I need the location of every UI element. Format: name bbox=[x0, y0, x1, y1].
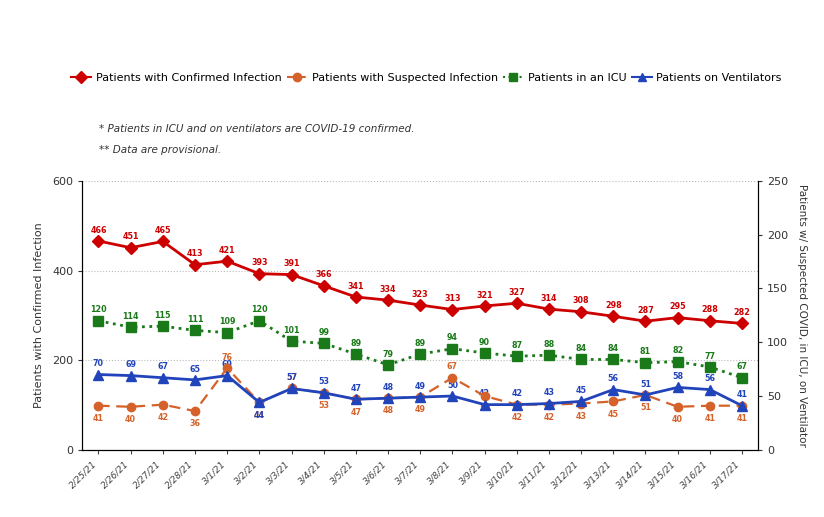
Text: 421: 421 bbox=[219, 246, 236, 255]
Text: 413: 413 bbox=[187, 249, 204, 258]
Text: 314: 314 bbox=[541, 294, 557, 303]
Text: 69: 69 bbox=[125, 360, 136, 369]
Text: 41: 41 bbox=[737, 390, 747, 399]
Text: COVID-19 Hospitalizations Reported by MS Hospitals, 2/25/21–3/17/21 *,**: COVID-19 Hospitalizations Reported by MS… bbox=[18, 28, 653, 44]
Text: 45: 45 bbox=[608, 409, 619, 419]
Text: 51: 51 bbox=[640, 403, 651, 412]
Text: 391: 391 bbox=[283, 259, 300, 268]
Text: 94: 94 bbox=[447, 333, 458, 342]
Text: 82: 82 bbox=[672, 346, 683, 355]
Text: 89: 89 bbox=[350, 339, 362, 348]
Text: 47: 47 bbox=[350, 384, 362, 393]
Text: 51: 51 bbox=[640, 379, 651, 389]
Text: 53: 53 bbox=[318, 401, 330, 410]
Text: 109: 109 bbox=[219, 317, 236, 326]
Text: 65: 65 bbox=[190, 364, 200, 374]
Text: 334: 334 bbox=[380, 285, 396, 294]
Text: 393: 393 bbox=[251, 258, 268, 267]
Text: 99: 99 bbox=[318, 328, 330, 337]
Text: 44: 44 bbox=[254, 410, 265, 420]
Text: 67: 67 bbox=[447, 362, 458, 371]
Text: 42: 42 bbox=[479, 389, 490, 398]
Text: 42: 42 bbox=[157, 413, 168, 422]
Text: 327: 327 bbox=[508, 288, 525, 297]
Text: 43: 43 bbox=[544, 388, 555, 397]
Text: 47: 47 bbox=[350, 407, 362, 417]
Text: 298: 298 bbox=[605, 301, 621, 310]
Text: 53: 53 bbox=[318, 377, 330, 387]
Text: 77: 77 bbox=[705, 352, 715, 361]
Text: 465: 465 bbox=[155, 226, 171, 235]
Text: 282: 282 bbox=[733, 308, 751, 317]
Y-axis label: Patients w/ Suspected COVID, in ICU, on Ventilator: Patients w/ Suspected COVID, in ICU, on … bbox=[797, 184, 807, 447]
Text: 313: 313 bbox=[444, 294, 461, 303]
Text: 42: 42 bbox=[511, 389, 522, 398]
Text: 42: 42 bbox=[543, 413, 555, 422]
Text: 67: 67 bbox=[157, 362, 168, 371]
Text: 57: 57 bbox=[286, 373, 297, 382]
Text: 288: 288 bbox=[701, 306, 719, 314]
Text: 58: 58 bbox=[672, 372, 683, 381]
Text: 56: 56 bbox=[705, 374, 715, 383]
Text: 67: 67 bbox=[737, 362, 747, 371]
Text: 84: 84 bbox=[608, 344, 619, 353]
Text: 321: 321 bbox=[476, 291, 493, 300]
Text: 49: 49 bbox=[414, 405, 426, 414]
Text: 81: 81 bbox=[640, 347, 651, 356]
Text: 76: 76 bbox=[222, 353, 232, 362]
Text: 41: 41 bbox=[93, 414, 104, 423]
Text: 69: 69 bbox=[222, 360, 232, 369]
Text: 57: 57 bbox=[286, 373, 297, 382]
Text: 90: 90 bbox=[479, 338, 490, 347]
Text: 287: 287 bbox=[637, 306, 653, 315]
Text: 50: 50 bbox=[479, 404, 490, 413]
Text: 42: 42 bbox=[511, 413, 522, 422]
Text: 120: 120 bbox=[90, 306, 107, 314]
Legend: Patients with Confirmed Infection, Patients with Suspected Infection, Patients i: Patients with Confirmed Infection, Patie… bbox=[72, 73, 782, 83]
Text: 40: 40 bbox=[125, 415, 136, 424]
Text: 56: 56 bbox=[608, 374, 619, 383]
Text: 323: 323 bbox=[412, 290, 428, 299]
Text: 79: 79 bbox=[382, 349, 394, 358]
Text: 114: 114 bbox=[123, 312, 139, 321]
Text: ** Data are provisional.: ** Data are provisional. bbox=[99, 145, 221, 155]
Text: 366: 366 bbox=[316, 270, 332, 280]
Text: 41: 41 bbox=[705, 414, 715, 423]
Text: 70: 70 bbox=[93, 359, 104, 368]
Text: 308: 308 bbox=[573, 296, 589, 306]
Text: 45: 45 bbox=[576, 386, 587, 395]
Text: 87: 87 bbox=[511, 341, 522, 350]
Text: 451: 451 bbox=[123, 232, 139, 241]
Text: 341: 341 bbox=[348, 282, 364, 291]
Text: 40: 40 bbox=[672, 415, 683, 424]
Y-axis label: Patients with Confirmed Infection: Patients with Confirmed Infection bbox=[34, 222, 44, 408]
Text: 48: 48 bbox=[382, 383, 394, 392]
Text: 89: 89 bbox=[414, 339, 426, 348]
Text: 120: 120 bbox=[251, 306, 268, 314]
Text: 48: 48 bbox=[382, 406, 394, 416]
Text: 41: 41 bbox=[737, 414, 747, 423]
Text: 466: 466 bbox=[91, 225, 107, 235]
Text: 88: 88 bbox=[543, 340, 555, 349]
Text: * Patients in ICU and on ventilators are COVID-19 confirmed.: * Patients in ICU and on ventilators are… bbox=[99, 124, 414, 134]
Text: 43: 43 bbox=[576, 412, 587, 421]
Text: 36: 36 bbox=[190, 419, 200, 429]
Text: 101: 101 bbox=[283, 326, 300, 335]
Text: 295: 295 bbox=[669, 302, 686, 311]
Text: 50: 50 bbox=[447, 381, 458, 390]
Text: 115: 115 bbox=[155, 311, 171, 320]
Text: 44: 44 bbox=[254, 410, 265, 420]
Text: 111: 111 bbox=[187, 315, 204, 324]
Text: 49: 49 bbox=[414, 382, 426, 391]
Text: 84: 84 bbox=[575, 344, 587, 353]
